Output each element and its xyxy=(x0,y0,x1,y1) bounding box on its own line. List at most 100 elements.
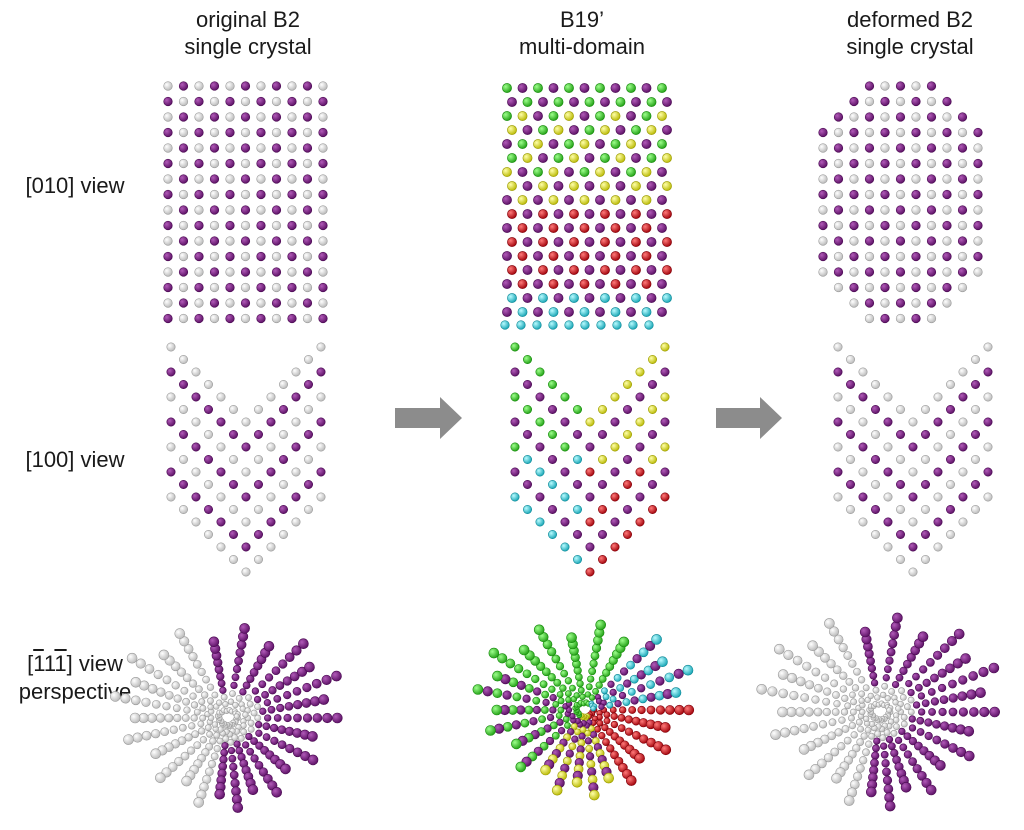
atom xyxy=(665,705,675,715)
atom xyxy=(532,320,542,330)
atom xyxy=(178,96,189,107)
atom xyxy=(610,417,620,427)
atom xyxy=(217,679,226,688)
atom xyxy=(237,734,245,742)
atom xyxy=(930,697,940,706)
atom xyxy=(271,143,282,153)
atom xyxy=(253,695,262,704)
atom xyxy=(983,392,993,402)
atom xyxy=(957,189,968,200)
atom xyxy=(287,313,297,324)
atom xyxy=(895,529,905,539)
atom xyxy=(569,265,579,275)
atom xyxy=(322,712,333,724)
atom xyxy=(908,757,917,766)
atom xyxy=(926,298,937,308)
atom xyxy=(654,690,665,701)
atom xyxy=(166,342,176,352)
atom xyxy=(548,320,558,330)
atom xyxy=(579,167,590,177)
atom xyxy=(803,769,815,781)
atom xyxy=(926,282,937,293)
atom xyxy=(942,220,952,231)
atom xyxy=(216,542,226,552)
atom xyxy=(194,282,204,293)
atom xyxy=(254,714,262,722)
atom xyxy=(622,529,632,539)
atom xyxy=(895,504,905,514)
atom xyxy=(522,479,532,489)
atom xyxy=(311,678,322,689)
atom xyxy=(548,685,556,693)
atom xyxy=(848,714,855,722)
atom xyxy=(225,81,235,91)
atom xyxy=(241,567,251,577)
atom xyxy=(229,429,239,439)
atom xyxy=(631,153,641,163)
atom xyxy=(214,788,225,800)
atom xyxy=(162,675,172,685)
atom xyxy=(862,748,870,757)
atom xyxy=(318,174,328,184)
atom xyxy=(862,684,870,692)
atom xyxy=(882,674,890,682)
atom xyxy=(584,181,595,191)
atom xyxy=(580,320,590,330)
atom xyxy=(911,127,921,138)
atom xyxy=(517,195,528,205)
atom xyxy=(204,529,214,539)
atom xyxy=(890,621,901,632)
atom xyxy=(564,195,574,205)
atom xyxy=(181,775,192,787)
atom xyxy=(192,659,202,669)
atom xyxy=(930,673,939,683)
atom xyxy=(548,167,559,177)
atom xyxy=(245,694,253,702)
atom xyxy=(597,454,607,464)
atom xyxy=(849,96,859,107)
atom xyxy=(849,267,859,277)
atom xyxy=(254,479,264,489)
atom xyxy=(629,674,639,684)
atom xyxy=(802,661,812,671)
atom xyxy=(841,694,849,703)
atom xyxy=(637,705,646,715)
atom xyxy=(502,139,512,149)
atom xyxy=(302,189,313,200)
atom xyxy=(276,703,285,713)
atom xyxy=(626,111,636,121)
atom xyxy=(564,320,574,330)
atom xyxy=(517,167,528,177)
atom xyxy=(823,753,833,763)
atom xyxy=(271,251,282,262)
atom xyxy=(258,767,268,777)
atom xyxy=(610,492,620,502)
atom xyxy=(153,669,163,680)
atom xyxy=(662,209,672,219)
atom xyxy=(895,454,905,464)
atom xyxy=(942,158,952,169)
atom xyxy=(179,429,189,439)
atom xyxy=(533,167,543,177)
atom xyxy=(302,251,313,262)
atom xyxy=(864,236,875,246)
atom xyxy=(278,404,288,414)
atom xyxy=(631,209,641,219)
column-title-line2: single crystal xyxy=(846,34,974,59)
atom xyxy=(870,479,880,489)
atom xyxy=(240,298,251,308)
atom xyxy=(560,392,570,402)
atom xyxy=(660,417,670,427)
atom xyxy=(880,127,890,138)
atom xyxy=(207,759,217,769)
atom xyxy=(957,205,968,215)
atom xyxy=(511,738,522,750)
atom xyxy=(284,726,295,736)
atom xyxy=(261,691,269,699)
atom xyxy=(926,251,937,262)
atom xyxy=(241,467,251,477)
atom xyxy=(926,81,937,91)
atom xyxy=(888,742,896,751)
atom xyxy=(595,167,605,177)
atom xyxy=(318,189,328,200)
